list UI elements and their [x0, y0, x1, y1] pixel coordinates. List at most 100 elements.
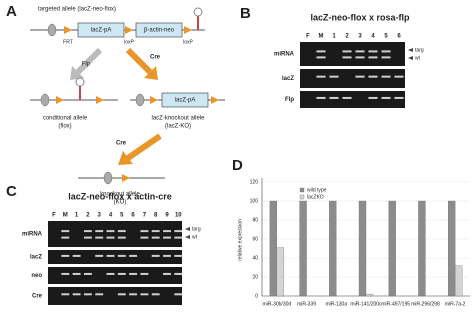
panel-title: lacZ-neo-flox x actin-cre — [68, 191, 172, 201]
gel-band — [329, 75, 339, 78]
gel — [48, 250, 182, 264]
loxp-site — [211, 96, 219, 104]
gel-band — [174, 272, 183, 275]
gel-band — [117, 293, 126, 296]
gel-band — [61, 230, 70, 233]
gel-band — [394, 75, 404, 78]
allele-label: knockout allele — [100, 192, 140, 198]
band-pointer — [185, 235, 190, 239]
gel-band — [368, 50, 378, 53]
row-label: Flp — [285, 97, 294, 103]
lane-label: 7 — [143, 213, 147, 219]
y-axis-label: relative expression — [237, 219, 243, 261]
gel-band — [151, 254, 160, 257]
gel-band — [83, 293, 92, 296]
y-tick-label: 20 — [252, 274, 258, 280]
arrow-label: Cre — [116, 141, 127, 147]
lane-label: 9 — [165, 213, 169, 219]
allele-title: targeted allele (lacZ-neo-flox) — [38, 7, 116, 13]
x-tick-label: miR-141/200c — [350, 301, 382, 307]
flp-arrowhead — [70, 66, 84, 80]
gel-band — [129, 272, 138, 275]
gel-band — [72, 272, 81, 275]
gel-band — [355, 75, 365, 78]
gel-band — [174, 254, 183, 257]
gel — [48, 287, 182, 305]
band-label: targ — [192, 226, 201, 232]
legend-label: wild type — [307, 187, 327, 193]
exon — [103, 171, 113, 185]
gel-band — [381, 96, 391, 99]
panel-letter: B — [240, 5, 251, 22]
gel-band — [61, 272, 70, 275]
gel-band — [95, 254, 104, 257]
lane-label: 4 — [109, 213, 113, 219]
gel-band — [163, 272, 171, 275]
band-pointer — [408, 48, 413, 52]
gel-band — [368, 56, 378, 59]
gel-band — [117, 236, 126, 239]
cassette-label: β-actin-neo — [144, 28, 175, 34]
bar — [365, 293, 374, 297]
gel-band — [106, 272, 115, 275]
panel-letter: C — [6, 183, 17, 200]
gel-band — [129, 293, 138, 296]
gel-band — [83, 272, 92, 275]
bar — [299, 200, 307, 297]
gel-band — [140, 272, 149, 275]
gel-band — [61, 293, 70, 296]
gel — [300, 42, 405, 66]
gel-band — [163, 254, 171, 257]
gel-band — [151, 230, 160, 233]
lane-label: 2 — [345, 34, 349, 40]
site-label: FRT — [63, 39, 73, 45]
gel-band — [368, 75, 378, 78]
gel-band — [151, 236, 160, 239]
row-label: Cre — [32, 294, 43, 300]
gel-band — [316, 50, 326, 53]
y-tick-label: 40 — [252, 255, 258, 261]
loxp-site — [122, 174, 130, 182]
bar — [388, 200, 396, 297]
lane-label: 4 — [371, 34, 375, 40]
lane-label: 5 — [120, 213, 124, 219]
x-tick-label: miR-296/298 — [411, 301, 440, 307]
band-pointer — [185, 227, 190, 231]
gel-band — [151, 293, 160, 296]
y-tick-label: 80 — [252, 217, 258, 223]
x-tick-label: miR-130a — [325, 301, 347, 307]
legend-label: lacZKO — [307, 194, 324, 200]
cre-arrowhead — [144, 66, 158, 80]
gel-band — [72, 254, 81, 257]
gel-band — [163, 236, 171, 239]
x-tick-label: miR-30b/30d — [263, 301, 292, 307]
cre-arrow — [126, 133, 162, 161]
gel-band — [106, 236, 115, 239]
gel-band — [394, 96, 404, 99]
gel-band — [329, 96, 339, 99]
loxp-site — [56, 96, 64, 104]
y-tick-label: 120 — [250, 179, 259, 185]
row-label: lacZ — [282, 76, 294, 82]
cassette — [135, 22, 183, 38]
row-label: miRNA — [274, 52, 295, 58]
panel-letter: A — [6, 3, 17, 20]
bar — [418, 200, 426, 297]
cre-arrowhead — [118, 151, 133, 165]
lane-label: 2 — [86, 213, 90, 219]
gel-band — [381, 56, 391, 59]
frt-site — [64, 26, 72, 34]
cre-arrow — [125, 47, 153, 75]
lane-label: 6 — [397, 34, 401, 40]
gel-band — [129, 254, 138, 257]
exon — [40, 93, 50, 107]
gel — [48, 221, 182, 247]
loxp-site — [96, 96, 104, 104]
gel-band — [174, 230, 183, 233]
arrow-label: Cre — [150, 55, 161, 61]
gel-band — [174, 236, 183, 239]
lane-label: 5 — [384, 34, 388, 40]
site-label: loxP — [124, 39, 134, 45]
band-label: targ — [415, 47, 424, 53]
lane-label: 8 — [154, 213, 158, 219]
